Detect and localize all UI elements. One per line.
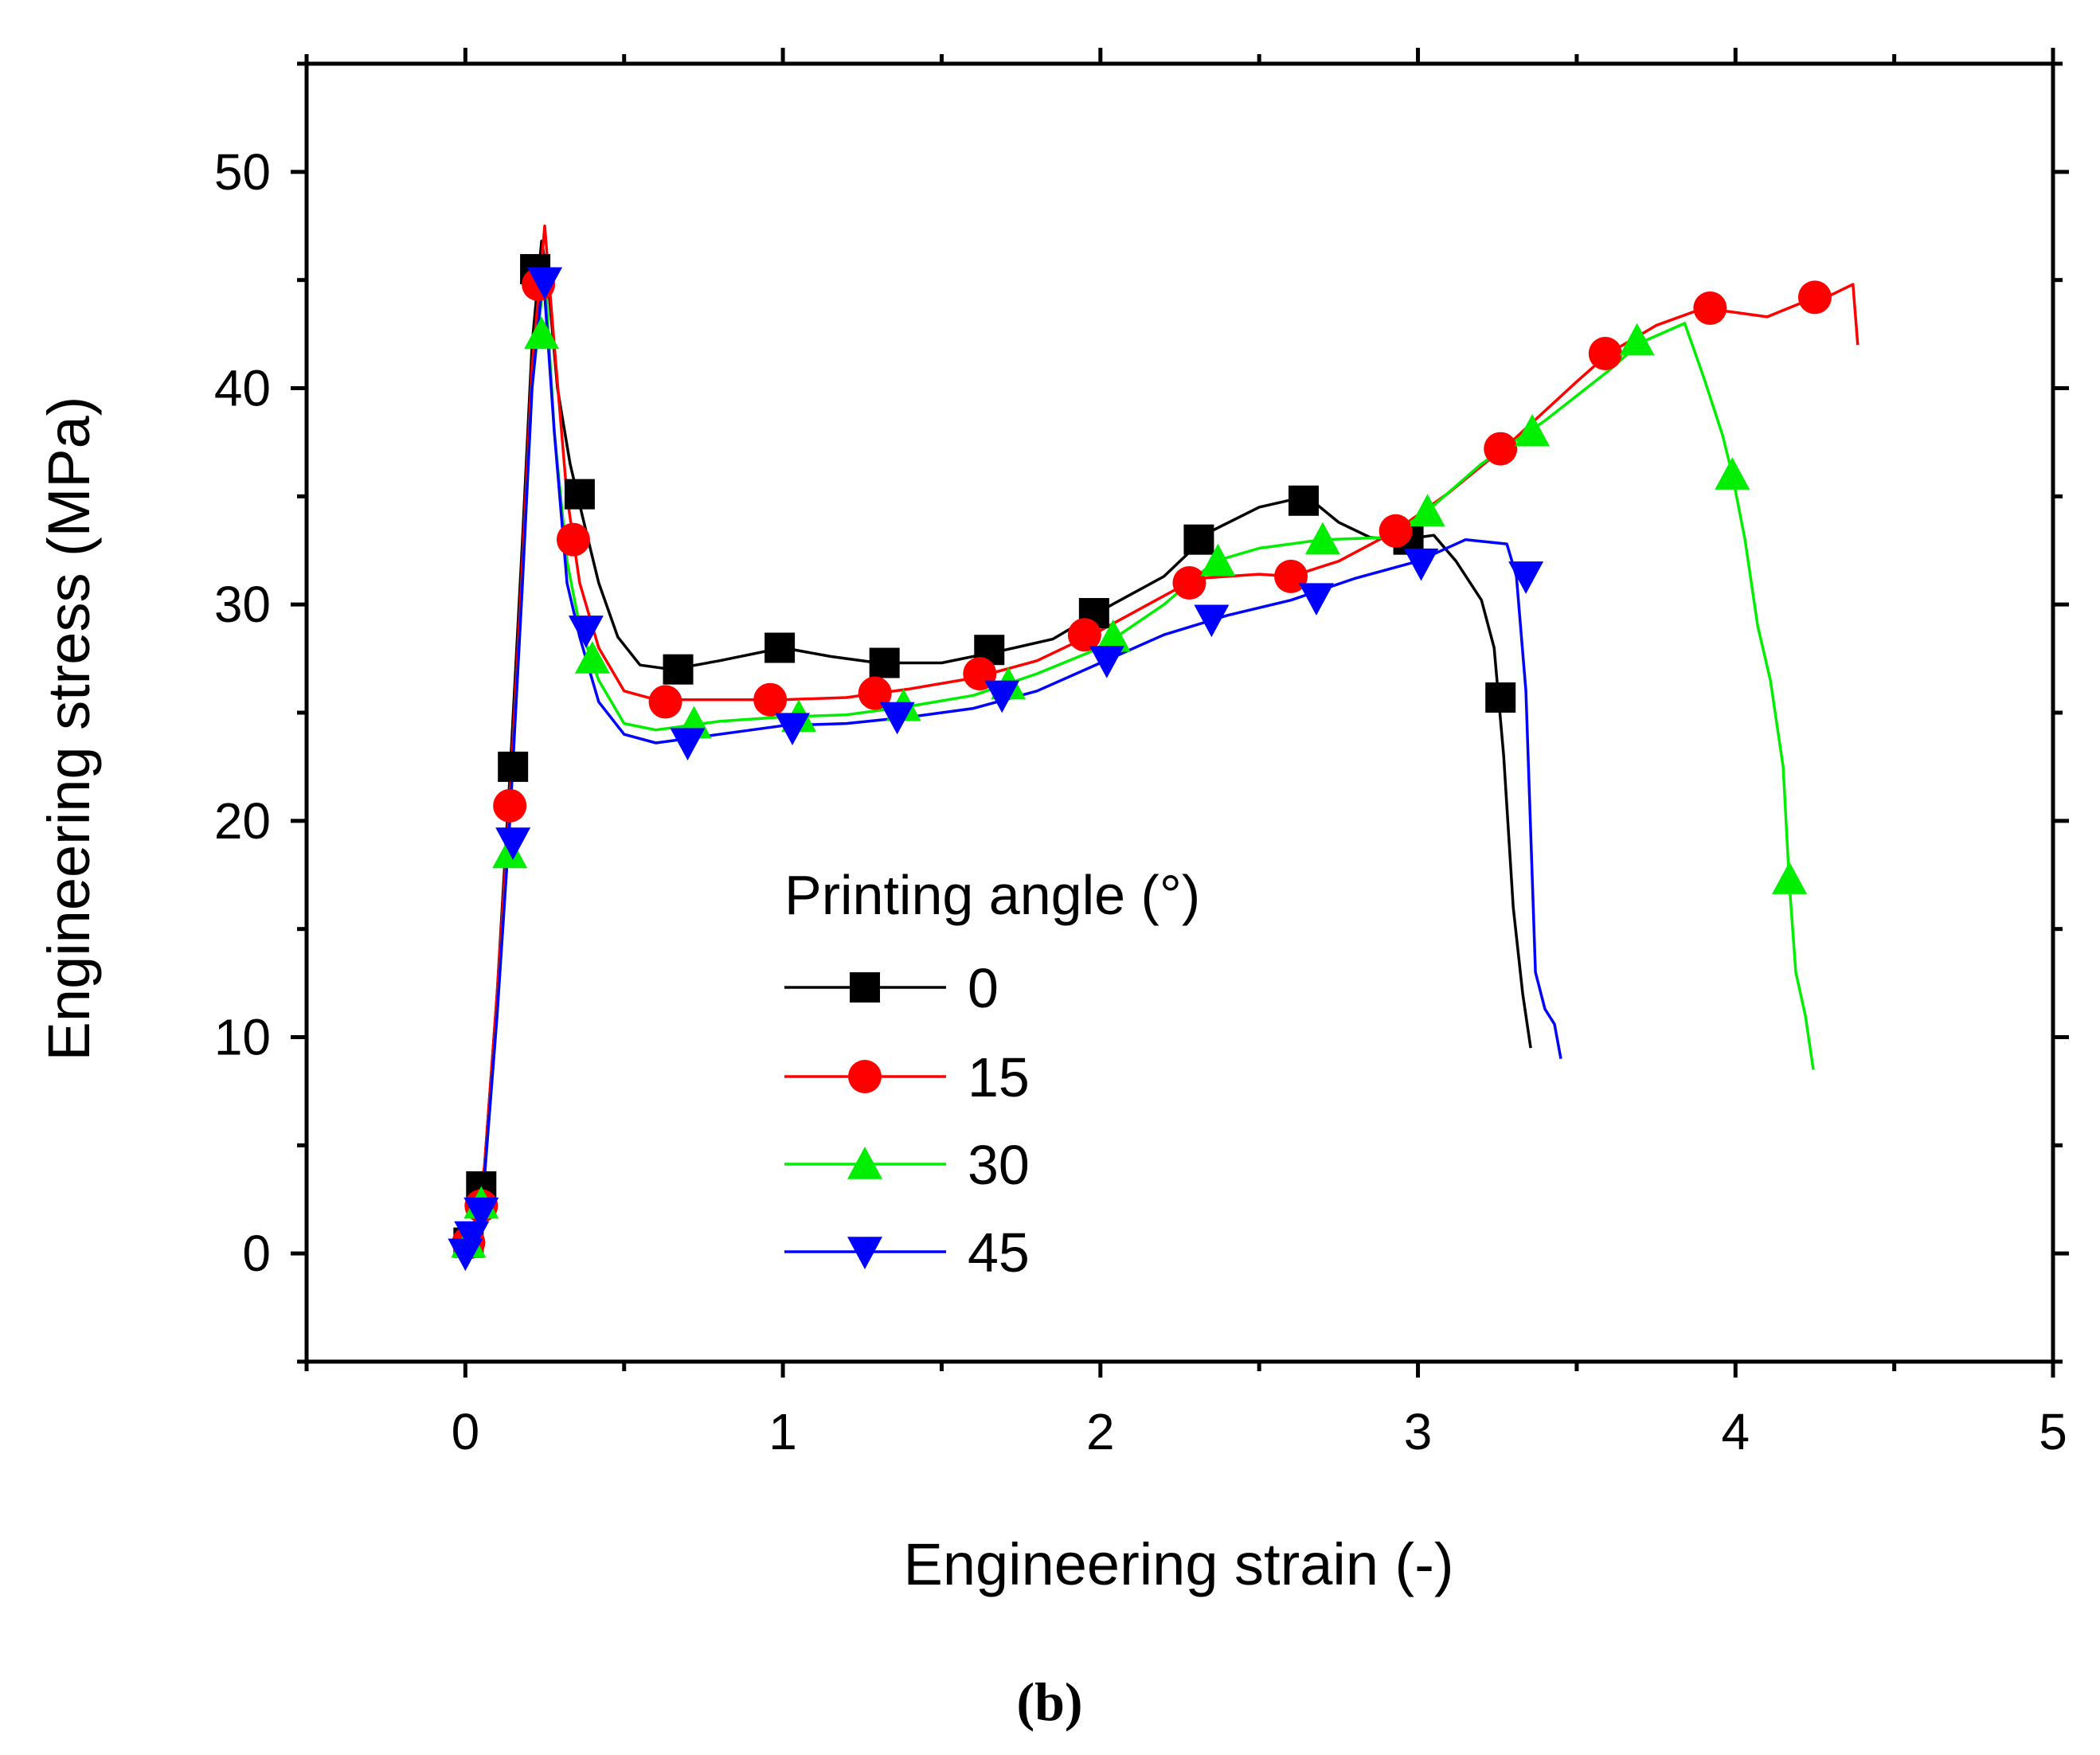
data-point-30-9 [1095, 619, 1131, 652]
data-point-15-4 [556, 522, 590, 557]
y-tick-label-40: 40 [214, 360, 271, 417]
legend-marker-30 [847, 1147, 882, 1179]
data-point-45-3 [495, 827, 531, 860]
series-line-45 [463, 272, 1562, 1254]
x-tick-label-4: 4 [1721, 1403, 1750, 1460]
legend: Printing angle (°) 0 15 30 45 [784, 864, 1200, 1284]
plot-layer [448, 225, 1859, 1272]
data-point-0-7 [869, 647, 900, 678]
data-point-45-2 [463, 1197, 499, 1230]
y-tick-label-50: 50 [214, 143, 271, 201]
legend-marker-45 [847, 1237, 882, 1269]
data-point-0-6 [765, 632, 796, 663]
data-point-30-16 [1772, 862, 1808, 894]
data-point-30-3 [524, 316, 560, 350]
data-point-15-14 [1588, 337, 1622, 371]
legend-title: Printing angle (°) [784, 864, 1200, 926]
data-point-15-16 [1797, 280, 1832, 315]
legend-label-15: 15 [968, 1046, 1030, 1108]
y-axis-title: Engineering stress (MPa) [36, 397, 102, 1061]
y-tick-label-20: 20 [214, 792, 271, 850]
data-point-15-10 [1172, 566, 1206, 600]
data-point-15-11 [1274, 559, 1308, 593]
legend-label-0: 0 [968, 957, 999, 1019]
data-point-15-15 [1693, 291, 1727, 325]
data-point-30-10 [1200, 543, 1236, 577]
data-point-0-2 [498, 751, 529, 782]
data-point-15-9 [1067, 618, 1101, 652]
data-point-30-11 [1304, 522, 1340, 555]
data-point-15-6 [753, 682, 788, 717]
data-point-45-14 [1508, 561, 1544, 594]
data-point-45-10 [1089, 646, 1124, 678]
data-point-45-6 [670, 728, 706, 761]
data-point-15-7 [858, 676, 892, 710]
data-point-15-2 [493, 788, 527, 823]
x-tick-label-1: 1 [768, 1403, 797, 1460]
data-point-45-12 [1298, 583, 1334, 616]
data-point-15-5 [648, 685, 682, 719]
data-point-15-12 [1378, 514, 1413, 548]
legend-marker-15 [848, 1060, 882, 1093]
x-tick-label-0: 0 [452, 1403, 480, 1460]
data-point-45-8 [879, 702, 915, 735]
data-point-45-13 [1403, 548, 1439, 581]
y-tick-label-10: 10 [214, 1009, 271, 1066]
x-tick-label-2: 2 [1086, 1403, 1115, 1460]
series-line-15 [463, 225, 1859, 1254]
data-point-45-4 [527, 267, 563, 300]
data-point-30-4 [574, 641, 610, 674]
x-tick-label-3: 3 [1404, 1403, 1433, 1460]
x-axis-title: Engineering strain (-) [904, 1531, 1454, 1597]
data-point-45-11 [1194, 604, 1230, 638]
data-point-0-10 [1183, 524, 1214, 555]
data-point-30-14 [1619, 322, 1655, 356]
data-point-45-7 [775, 713, 811, 746]
y-tick-label-0: 0 [242, 1225, 271, 1282]
data-point-45-5 [568, 616, 604, 648]
figure-caption: (b) [1016, 1671, 1082, 1732]
legend-marker-0 [850, 972, 880, 1003]
data-point-15-13 [1484, 432, 1518, 466]
legend-label-30: 30 [968, 1134, 1030, 1196]
x-tick-label-5: 5 [2039, 1403, 2067, 1460]
data-point-0-4 [564, 479, 595, 510]
legend-label-45: 45 [968, 1221, 1030, 1284]
data-point-0-5 [663, 654, 694, 685]
data-point-45-1 [454, 1221, 490, 1254]
data-point-0-11 [1289, 485, 1320, 516]
y-tick-label-30: 30 [214, 576, 271, 633]
data-point-45-9 [984, 680, 1020, 713]
data-point-30-12 [1410, 494, 1445, 527]
data-point-30-15 [1715, 457, 1750, 490]
data-point-0-13 [1485, 682, 1516, 713]
data-point-30-13 [1515, 413, 1551, 447]
